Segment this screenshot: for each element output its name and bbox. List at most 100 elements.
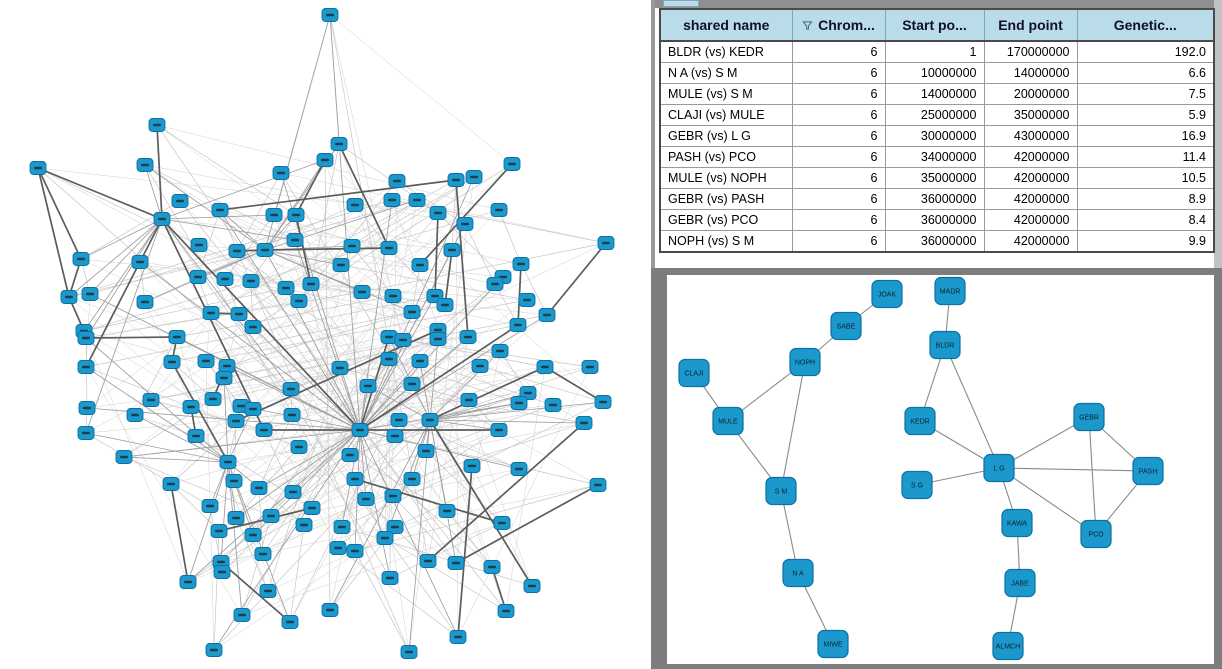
network-node[interactable] xyxy=(204,392,222,406)
network-node[interactable] xyxy=(272,166,290,180)
network-node[interactable] xyxy=(403,305,421,319)
network-node[interactable] xyxy=(438,504,456,518)
network-node[interactable] xyxy=(518,293,536,307)
subnetwork-node[interactable]: MADR xyxy=(934,276,966,306)
network-node[interactable] xyxy=(536,360,554,374)
table-scroll-tab[interactable] xyxy=(663,0,699,7)
network-node[interactable] xyxy=(210,524,228,538)
network-node[interactable] xyxy=(380,241,398,255)
network-node[interactable] xyxy=(390,413,408,427)
network-node[interactable] xyxy=(303,501,321,515)
network-node[interactable] xyxy=(486,277,504,291)
network-node[interactable] xyxy=(205,643,223,657)
network-node[interactable] xyxy=(136,295,154,309)
network-node[interactable] xyxy=(353,285,371,299)
subnetwork-node[interactable]: CLAJI xyxy=(678,358,710,388)
network-node[interactable] xyxy=(490,203,508,217)
network-node[interactable] xyxy=(290,294,308,308)
network-node[interactable] xyxy=(384,289,402,303)
sub-network-svg[interactable]: JOAK MADR SABE BLDR NOPH CLAJI MULE KEDR GEBR L G… xyxy=(667,275,1214,664)
network-node[interactable] xyxy=(509,318,527,332)
network-node[interactable] xyxy=(162,477,180,491)
network-node[interactable] xyxy=(597,236,615,250)
network-node[interactable] xyxy=(419,554,437,568)
subnetwork-node[interactable]: MULE xyxy=(712,406,744,436)
filter-funnel-icon[interactable] xyxy=(802,20,813,31)
network-node[interactable] xyxy=(295,518,313,532)
network-node[interactable] xyxy=(346,198,364,212)
network-node[interactable] xyxy=(78,401,96,415)
network-node[interactable] xyxy=(332,258,350,272)
network-node[interactable] xyxy=(411,258,429,272)
main-network-canvas[interactable] xyxy=(0,0,651,669)
network-node[interactable] xyxy=(447,173,465,187)
network-node[interactable] xyxy=(284,485,302,499)
network-node[interactable] xyxy=(189,270,207,284)
network-node[interactable] xyxy=(77,331,95,345)
network-node[interactable] xyxy=(168,330,186,344)
network-node[interactable] xyxy=(225,474,243,488)
network-node[interactable] xyxy=(77,360,95,374)
table-row[interactable]: MULE (vs) NOPH 6 35000000 42000000 10.5 xyxy=(659,167,1215,189)
subnetwork-node[interactable]: MIWE xyxy=(817,629,849,659)
network-node[interactable] xyxy=(171,194,189,208)
network-node[interactable] xyxy=(331,361,349,375)
network-node[interactable] xyxy=(376,531,394,545)
subnetwork-node[interactable]: BLDR xyxy=(929,330,961,360)
subnetwork-node[interactable]: PASH xyxy=(1132,456,1164,486)
network-node[interactable] xyxy=(581,360,599,374)
network-node[interactable] xyxy=(471,359,489,373)
network-node[interactable] xyxy=(341,448,359,462)
table-row[interactable]: PASH (vs) PCO 6 34000000 42000000 11.4 xyxy=(659,146,1215,168)
network-node[interactable] xyxy=(283,408,301,422)
network-node[interactable] xyxy=(346,544,364,558)
network-node[interactable] xyxy=(460,393,478,407)
table-row[interactable]: GEBR (vs) L G 6 30000000 43000000 16.9 xyxy=(659,125,1215,147)
network-node[interactable] xyxy=(403,377,421,391)
column-header[interactable]: Chrom... xyxy=(791,8,886,42)
network-node[interactable] xyxy=(512,257,530,271)
subnetwork-node[interactable]: N A xyxy=(782,558,814,588)
network-node[interactable] xyxy=(259,584,277,598)
network-node[interactable] xyxy=(244,528,262,542)
network-node[interactable] xyxy=(491,344,509,358)
network-node[interactable] xyxy=(429,206,447,220)
network-node[interactable] xyxy=(197,354,215,368)
network-node[interactable] xyxy=(589,478,607,492)
table-row[interactable]: CLAJI (vs) MULE 6 25000000 35000000 5.9 xyxy=(659,104,1215,126)
subnetwork-node[interactable]: L G xyxy=(983,453,1015,483)
network-node[interactable] xyxy=(544,398,562,412)
network-node[interactable] xyxy=(594,395,612,409)
network-node[interactable] xyxy=(357,492,375,506)
network-node[interactable] xyxy=(233,608,251,622)
network-node[interactable] xyxy=(218,359,236,373)
network-node[interactable] xyxy=(493,516,511,530)
network-node[interactable] xyxy=(131,255,149,269)
subnetwork-node[interactable]: JABE xyxy=(1004,568,1036,598)
network-node[interactable] xyxy=(182,400,200,414)
network-node[interactable] xyxy=(510,396,528,410)
network-node[interactable] xyxy=(179,575,197,589)
network-node[interactable] xyxy=(456,217,474,231)
network-node[interactable] xyxy=(411,354,429,368)
network-node[interactable] xyxy=(321,8,339,22)
network-node[interactable] xyxy=(256,243,274,257)
subnetwork-node[interactable]: S G xyxy=(901,470,933,500)
network-node[interactable] xyxy=(277,281,295,295)
network-node[interactable] xyxy=(216,272,234,286)
table-row[interactable]: GEBR (vs) PCO 6 36000000 42000000 8.4 xyxy=(659,209,1215,231)
subnetwork-node[interactable]: KEDR xyxy=(904,406,936,436)
network-node[interactable] xyxy=(346,472,364,486)
network-node[interactable] xyxy=(388,174,406,188)
network-node[interactable] xyxy=(244,320,262,334)
network-node[interactable] xyxy=(136,158,154,172)
network-node[interactable] xyxy=(408,193,426,207)
network-node[interactable] xyxy=(81,287,99,301)
network-node[interactable] xyxy=(380,352,398,366)
network-node[interactable] xyxy=(447,556,465,570)
table-row[interactable]: MULE (vs) S M 6 14000000 20000000 7.5 xyxy=(659,83,1215,105)
subnetwork-node[interactable]: S M xyxy=(765,476,797,506)
network-node[interactable] xyxy=(386,429,404,443)
network-node[interactable] xyxy=(333,520,351,534)
table-row[interactable]: BLDR (vs) KEDR 6 1 170000000 192.0 xyxy=(659,40,1215,63)
